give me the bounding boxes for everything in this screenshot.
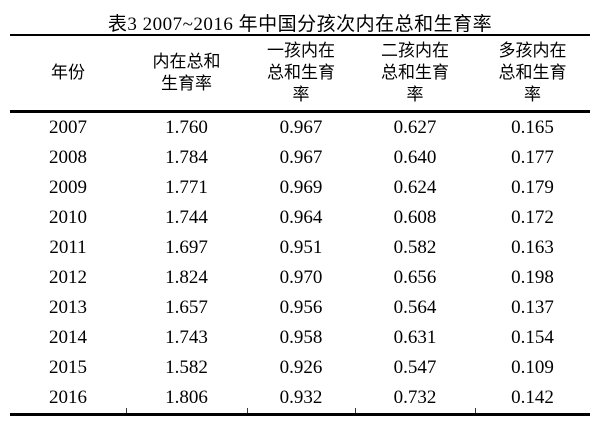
value-cell: 0.154 bbox=[511, 327, 554, 348]
value-cell: 0.631 bbox=[393, 327, 437, 348]
value-cell: 0.624 bbox=[393, 177, 437, 198]
value-cell: 0.163 bbox=[511, 237, 554, 258]
year-cell: 2016 bbox=[49, 387, 87, 408]
header-second-child-tfr: 二孩内在 总和生育 率 bbox=[355, 35, 475, 113]
header-higher-order-tfr: 多孩内在 总和生育 率 bbox=[475, 35, 590, 113]
value-cell: 0.608 bbox=[393, 207, 437, 228]
table-row: 2014 1.743 0.958 0.631 0.154 bbox=[10, 323, 590, 353]
table-row: 2013 1.657 0.956 0.564 0.137 bbox=[10, 293, 590, 323]
value-cell: 0.951 bbox=[279, 237, 323, 258]
year-cell: 2015 bbox=[49, 357, 87, 378]
value-cell: 0.970 bbox=[279, 267, 323, 288]
column-boundary-tick bbox=[247, 408, 248, 413]
table-body: 2007 1.760 0.967 0.627 0.165 2008 1.784 0.967 0.… bbox=[10, 112, 590, 415]
value-cell: 1.744 bbox=[165, 207, 208, 228]
value-cell: 0.179 bbox=[511, 177, 554, 198]
column-boundary-tick bbox=[475, 408, 476, 413]
value-cell: 0.142 bbox=[511, 387, 554, 408]
header-intrinsic-tfr: 内在总和 生育率 bbox=[126, 35, 247, 113]
table-row: 2008 1.784 0.967 0.640 0.177 bbox=[10, 143, 590, 173]
year-cell: 2012 bbox=[49, 267, 87, 288]
table-row: 2012 1.824 0.970 0.656 0.198 bbox=[10, 263, 590, 293]
value-cell: 1.697 bbox=[165, 237, 208, 258]
table-container: 年份 内在总和 生育率 一孩内在 总和生育 率 二孩内在 总和生育 率 多孩内在… bbox=[10, 34, 590, 416]
value-cell: 0.547 bbox=[393, 357, 437, 378]
value-cell: 0.198 bbox=[511, 267, 554, 288]
value-cell: 0.969 bbox=[279, 177, 323, 198]
table-row: 2011 1.697 0.951 0.582 0.163 bbox=[10, 233, 590, 263]
value-cell: 0.964 bbox=[279, 207, 323, 228]
table-title: 表3 2007~2016 年中国分孩次内在总和生育率 bbox=[107, 14, 493, 35]
value-cell: 1.824 bbox=[165, 267, 208, 288]
value-cell: 0.165 bbox=[511, 117, 554, 138]
value-cell: 0.640 bbox=[393, 147, 437, 168]
year-cell: 2007 bbox=[49, 117, 87, 138]
value-cell: 0.932 bbox=[279, 387, 323, 408]
year-cell: 2008 bbox=[49, 147, 87, 168]
year-cell: 2011 bbox=[49, 237, 87, 258]
value-cell: 1.760 bbox=[165, 117, 208, 138]
column-boundary-tick bbox=[126, 408, 127, 413]
value-cell: 1.806 bbox=[165, 387, 208, 408]
value-cell: 1.657 bbox=[165, 297, 208, 318]
value-cell: 1.582 bbox=[165, 357, 208, 378]
table-row: 2016 1.806 0.932 0.732 0.142 bbox=[10, 383, 590, 415]
value-cell: 0.732 bbox=[393, 387, 437, 408]
value-cell: 0.967 bbox=[279, 117, 323, 138]
value-cell: 0.627 bbox=[393, 117, 437, 138]
year-cell: 2013 bbox=[49, 297, 87, 318]
value-cell: 0.967 bbox=[279, 147, 323, 168]
table-row: 2010 1.744 0.964 0.608 0.172 bbox=[10, 203, 590, 233]
year-cell: 2014 bbox=[49, 327, 87, 348]
table-row: 2015 1.582 0.926 0.547 0.109 bbox=[10, 353, 590, 383]
value-cell: 0.926 bbox=[279, 357, 323, 378]
value-cell: 0.564 bbox=[393, 297, 437, 318]
header-year: 年份 bbox=[10, 35, 126, 113]
column-boundary-tick bbox=[355, 408, 356, 413]
value-cell: 1.771 bbox=[165, 177, 208, 198]
value-cell: 1.743 bbox=[165, 327, 208, 348]
value-cell: 0.958 bbox=[279, 327, 323, 348]
year-cell: 2009 bbox=[49, 177, 87, 198]
header-row: 年份 内在总和 生育率 一孩内在 总和生育 率 二孩内在 总和生育 率 多孩内在… bbox=[10, 35, 590, 113]
value-cell: 0.109 bbox=[511, 357, 554, 378]
table-row: 2009 1.771 0.969 0.624 0.179 bbox=[10, 173, 590, 203]
header-first-child-tfr: 一孩内在 总和生育 率 bbox=[247, 35, 355, 113]
table-header: 年份 内在总和 生育率 一孩内在 总和生育 率 二孩内在 总和生育 率 多孩内在… bbox=[10, 35, 590, 113]
value-cell: 1.784 bbox=[165, 147, 208, 168]
value-cell: 0.656 bbox=[393, 267, 437, 288]
value-cell: 0.956 bbox=[279, 297, 323, 318]
year-cell: 2010 bbox=[49, 207, 87, 228]
value-cell: 0.137 bbox=[511, 297, 554, 318]
fertility-table: 年份 内在总和 生育率 一孩内在 总和生育 率 二孩内在 总和生育 率 多孩内在… bbox=[10, 34, 590, 416]
value-cell: 0.177 bbox=[511, 147, 554, 168]
table-row: 2007 1.760 0.967 0.627 0.165 bbox=[10, 112, 590, 144]
value-cell: 0.582 bbox=[393, 237, 437, 258]
value-cell: 0.172 bbox=[511, 207, 554, 228]
